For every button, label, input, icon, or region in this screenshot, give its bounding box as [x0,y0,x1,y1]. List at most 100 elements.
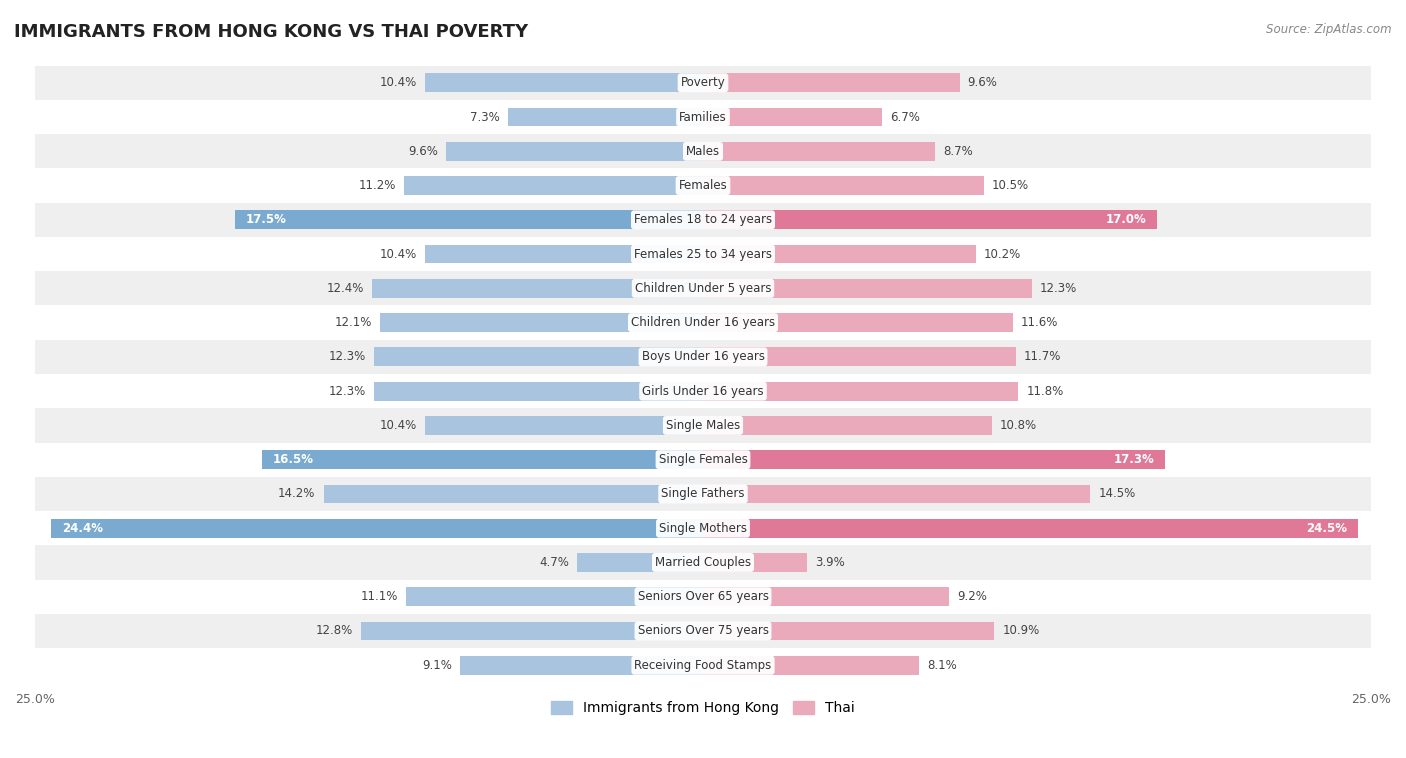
Bar [703,211,1157,229]
Bar [35,168,1371,202]
Text: Families: Families [679,111,727,124]
Bar [425,245,703,264]
Bar [508,108,703,127]
Bar [35,580,1371,614]
Text: Source: ZipAtlas.com: Source: ZipAtlas.com [1267,23,1392,36]
Text: 11.8%: 11.8% [1026,384,1063,398]
Bar [51,518,703,537]
Text: Children Under 5 years: Children Under 5 years [634,282,772,295]
Bar [35,66,1371,100]
Text: 12.4%: 12.4% [326,282,364,295]
Bar [35,511,1371,545]
Text: 12.8%: 12.8% [316,625,353,637]
Text: 4.7%: 4.7% [540,556,569,569]
Bar [703,313,1012,332]
Text: 9.2%: 9.2% [957,590,987,603]
Text: 10.5%: 10.5% [991,179,1029,192]
Text: 10.4%: 10.4% [380,248,418,261]
Bar [380,313,703,332]
Text: 10.8%: 10.8% [1000,419,1036,432]
Text: Boys Under 16 years: Boys Under 16 years [641,350,765,363]
Text: Single Fathers: Single Fathers [661,487,745,500]
Bar [703,518,1358,537]
Text: 9.6%: 9.6% [967,77,997,89]
Bar [703,587,949,606]
Bar [35,648,1371,682]
Text: 9.6%: 9.6% [409,145,439,158]
Text: 11.2%: 11.2% [359,179,395,192]
Text: Females 25 to 34 years: Females 25 to 34 years [634,248,772,261]
Bar [447,142,703,161]
Text: IMMIGRANTS FROM HONG KONG VS THAI POVERTY: IMMIGRANTS FROM HONG KONG VS THAI POVERT… [14,23,529,41]
Text: 17.5%: 17.5% [246,213,287,227]
Bar [35,100,1371,134]
Bar [703,176,984,195]
Bar [703,245,976,264]
Bar [235,211,703,229]
Bar [703,108,882,127]
Bar [371,279,703,298]
Text: Married Couples: Married Couples [655,556,751,569]
Bar [35,545,1371,580]
Bar [35,134,1371,168]
Bar [404,176,703,195]
Text: 10.9%: 10.9% [1002,625,1039,637]
Bar [35,271,1371,305]
Legend: Immigrants from Hong Kong, Thai: Immigrants from Hong Kong, Thai [551,701,855,715]
Bar [35,237,1371,271]
Bar [35,409,1371,443]
Text: 11.6%: 11.6% [1021,316,1059,329]
Text: 24.5%: 24.5% [1306,522,1347,534]
Bar [361,622,703,641]
Text: 11.7%: 11.7% [1024,350,1062,363]
Text: Females 18 to 24 years: Females 18 to 24 years [634,213,772,227]
Text: Children Under 16 years: Children Under 16 years [631,316,775,329]
Text: 17.0%: 17.0% [1107,213,1147,227]
Text: Single Mothers: Single Mothers [659,522,747,534]
Text: Females: Females [679,179,727,192]
Bar [703,279,1032,298]
Bar [35,340,1371,374]
Bar [425,416,703,435]
Text: 10.4%: 10.4% [380,77,418,89]
Text: 12.3%: 12.3% [329,384,367,398]
Bar [35,614,1371,648]
Text: Males: Males [686,145,720,158]
Text: 10.4%: 10.4% [380,419,418,432]
Text: 7.3%: 7.3% [470,111,501,124]
Text: 14.2%: 14.2% [278,487,315,500]
Text: 12.3%: 12.3% [329,350,367,363]
Text: 12.1%: 12.1% [335,316,371,329]
Text: 6.7%: 6.7% [890,111,920,124]
Text: 3.9%: 3.9% [815,556,845,569]
Text: 14.5%: 14.5% [1098,487,1136,500]
Bar [703,347,1015,366]
Bar [374,382,703,400]
Bar [703,656,920,675]
Bar [425,74,703,92]
Bar [35,374,1371,409]
Bar [703,382,1018,400]
Text: Seniors Over 75 years: Seniors Over 75 years [637,625,769,637]
Text: 8.7%: 8.7% [943,145,973,158]
Bar [703,416,991,435]
Bar [374,347,703,366]
Text: 12.3%: 12.3% [1039,282,1077,295]
Bar [262,450,703,469]
Text: Single Males: Single Males [666,419,740,432]
Text: 17.3%: 17.3% [1114,453,1154,466]
Bar [35,305,1371,340]
Bar [578,553,703,572]
Bar [35,202,1371,237]
Bar [703,142,935,161]
Bar [35,477,1371,511]
Bar [703,450,1166,469]
Bar [406,587,703,606]
Bar [703,622,994,641]
Bar [35,443,1371,477]
Bar [323,484,703,503]
Bar [460,656,703,675]
Text: Seniors Over 65 years: Seniors Over 65 years [637,590,769,603]
Text: 9.1%: 9.1% [422,659,451,672]
Text: 11.1%: 11.1% [361,590,398,603]
